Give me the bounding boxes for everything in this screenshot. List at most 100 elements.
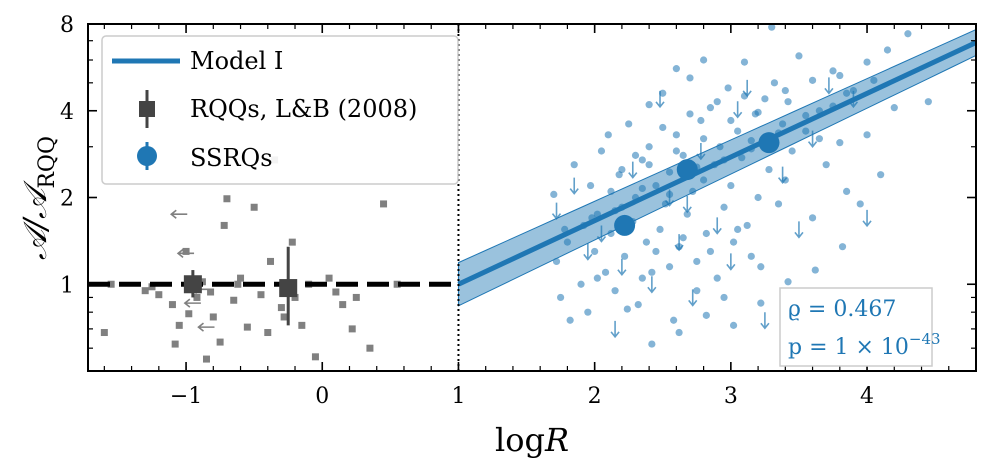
ssrq-point: [843, 89, 851, 97]
ssrq-upper-limit-arrow: [696, 142, 706, 161]
ssrq-binned-series: [614, 132, 780, 236]
ssrq-point: [659, 89, 667, 97]
ssrq-point: [770, 79, 779, 87]
ssrq-point: [883, 46, 892, 54]
rqq-upper-limit-arrow: [183, 298, 201, 308]
ssrq-point: [659, 123, 667, 132]
rqq-point: [250, 203, 258, 211]
ssrq-upper-limit-arrow: [628, 161, 638, 179]
legend-ssrq-label: SSRQs: [190, 144, 273, 172]
ssrq-point: [648, 268, 656, 276]
ssrq-point: [829, 67, 837, 75]
ssrq-point: [713, 98, 721, 106]
ssrq-point: [656, 225, 664, 234]
y-tick-label: 2: [60, 187, 74, 212]
ssrq-upper-limit-arrow: [617, 258, 627, 277]
stats-p-value: p = 1 × 10−43: [788, 330, 941, 360]
ssrq-point: [652, 181, 660, 190]
ssrq-upper-limit-arrow: [862, 209, 872, 228]
y-axis-title-main: 𝒜/𝒜: [16, 180, 54, 260]
legend-ssrq-swatch: [137, 142, 157, 170]
ssrq-point: [693, 257, 701, 266]
rqq-point: [325, 274, 333, 282]
ssrq-point: [890, 104, 898, 112]
ssrq-upper-limit-arrow: [726, 253, 736, 271]
x-tick-label: 1: [451, 384, 465, 409]
ssrq-point: [761, 95, 769, 103]
ssrq-point: [734, 225, 742, 234]
ssrq-point: [702, 229, 710, 238]
rqq-point: [280, 313, 288, 321]
y-tick-label: 8: [60, 13, 74, 38]
ssrq-point: [566, 316, 574, 324]
ssrq-upper-limit-arrow: [647, 276, 657, 294]
ssrq-point: [727, 181, 735, 190]
ssrq-point: [808, 76, 817, 84]
rqq-point: [202, 355, 210, 363]
rqq-point: [332, 288, 340, 296]
ssrq-point: [924, 98, 932, 106]
ssrq-point: [586, 181, 595, 190]
ssrq-point: [822, 161, 830, 169]
rqq-point: [193, 293, 201, 301]
ssrq-upper-limit-arrow: [733, 101, 743, 119]
ssrq-upper-limit-arrow: [824, 77, 834, 95]
ssrq-point: [672, 131, 680, 139]
ssrq-point: [631, 151, 640, 159]
x-axis-title-variable: R: [544, 421, 569, 459]
ssrq-point: [747, 252, 755, 260]
stats-annotation: ϱ = 0.467 p = 1 × 10−43: [779, 287, 941, 367]
ssrq-point: [843, 187, 851, 195]
ssrq-point: [693, 287, 701, 295]
ssrq-point: [757, 299, 765, 307]
rqq-upper-limit-arrow: [169, 209, 188, 219]
ssrq-point: [642, 238, 651, 246]
ssrq-upper-limit-arrow: [807, 130, 818, 148]
rqq-binned-marker: [183, 275, 202, 294]
rqq-point: [209, 313, 217, 321]
ssrq-point: [838, 243, 847, 251]
ssrq-point: [670, 316, 678, 324]
rqq-binned-point: [183, 270, 202, 298]
ssrq-point: [557, 293, 565, 302]
ssrq-point: [686, 110, 694, 118]
rqq-point: [288, 238, 296, 246]
ssrq-point: [870, 76, 878, 84]
ssrq-point: [645, 161, 653, 169]
ssrq-point: [634, 300, 642, 309]
ssrq-point: [700, 135, 708, 143]
ssrq-point: [747, 137, 755, 145]
ssrq-point: [716, 143, 724, 151]
ssrq-point: [765, 165, 773, 174]
rqq-point: [141, 287, 149, 295]
rqq-point: [148, 283, 156, 291]
ssrq-point: [729, 321, 738, 329]
ssrq-upper-limit-arrow: [794, 221, 804, 239]
x-axis-title-main: log: [495, 421, 545, 459]
ssrq-point: [754, 193, 762, 202]
rqq-point: [380, 200, 388, 208]
ssrq-point: [904, 30, 912, 38]
ssrq-upper-limit-arrow: [777, 166, 788, 184]
x-axis: −1 0 1 2 3 4: [103, 24, 950, 409]
x-tick-label: 4: [860, 384, 874, 409]
ssrq-point: [679, 151, 687, 159]
ssrq-point: [757, 263, 765, 271]
rqq-point: [264, 329, 272, 337]
stats-p-exponent: −43: [909, 330, 941, 348]
ssrq-point: [768, 24, 776, 31]
ssrq-point: [700, 56, 708, 64]
rqq-binned-marker: [279, 279, 298, 298]
ssrq-point: [784, 278, 792, 286]
x-tick-label: 0: [315, 384, 329, 409]
x-tick-label: 2: [588, 384, 602, 409]
legend: Model I RQQs, L&B (2008) SSRQs: [101, 35, 459, 185]
ssrq-point: [625, 120, 633, 128]
ssrq-point: [849, 86, 858, 95]
rqq-binned-series: [183, 246, 298, 326]
ssrq-point: [779, 120, 787, 128]
ssrq-upper-limit-arrow: [712, 217, 722, 235]
ssrq-point: [836, 71, 844, 80]
ssrq-point: [648, 340, 656, 348]
ssrq-point: [743, 221, 751, 230]
